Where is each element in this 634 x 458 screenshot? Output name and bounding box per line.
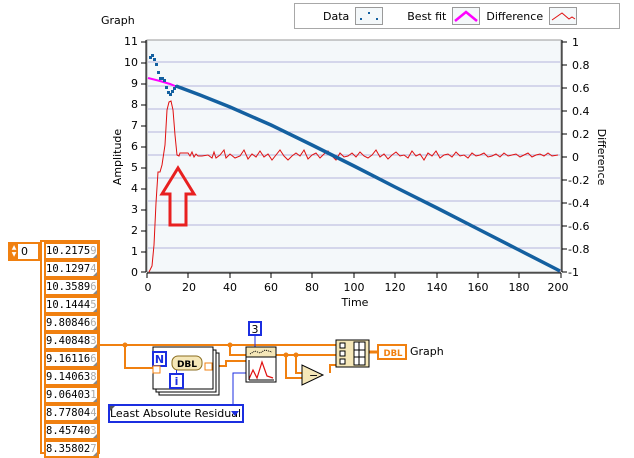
x-tick: 20 [182, 281, 196, 294]
y-tick: 2 [131, 224, 138, 237]
x-tick: 60 [264, 281, 278, 294]
polynomial-fit-vi[interactable] [245, 346, 277, 383]
y-tick: 9 [131, 77, 138, 90]
array-element[interactable]: 10.21759 [44, 242, 99, 260]
array-element[interactable]: 9.140638 [44, 368, 99, 386]
subtract-node[interactable] [301, 364, 325, 386]
x-tick: 180 [509, 281, 530, 294]
y-tick: 4 [131, 182, 138, 195]
y2-tick: 0.6 [572, 82, 590, 95]
y2-tick: 1 [572, 36, 579, 49]
graph-terminal[interactable]: DBL [377, 344, 407, 360]
y2-tick: 0.8 [572, 59, 590, 72]
y-tick: 0 [131, 266, 138, 279]
graph-title: Graph [101, 14, 135, 27]
array-element[interactable]: 9.408483 [44, 332, 99, 350]
x-tick: 0 [145, 281, 152, 294]
x-tick: 140 [427, 281, 448, 294]
x-tick: 160 [468, 281, 489, 294]
legend-label: Data [323, 9, 350, 23]
array-element[interactable]: 9.161166 [44, 350, 99, 368]
y2-tick: -0.4 [568, 197, 589, 210]
y2-tick: -1 [568, 266, 579, 279]
y-axis-right-label: Difference [595, 129, 608, 186]
legend-item-data[interactable]: Data [323, 7, 384, 25]
polynomial-order-constant[interactable]: 3 [252, 323, 259, 336]
block-diagram[interactable]: N DBL i 3 − DBL [0, 310, 634, 450]
x-tick: 80 [305, 281, 319, 294]
array-index-control[interactable]: ▲ ▼ 0 [8, 242, 40, 261]
array-element[interactable]: 8.457403 [44, 422, 99, 440]
waveform-graph[interactable]: 0 1 2 3 4 5 6 7 8 9 10 11 -1 -0.8 -0.6 -… [0, 0, 634, 315]
y2-tick: 0.4 [572, 105, 590, 118]
dropdown-arrow-icon[interactable] [231, 411, 239, 416]
line-swatch-icon [452, 7, 481, 25]
fit-method-value: Least Absolute Residual [110, 407, 242, 420]
array-element[interactable]: 10.35896 [44, 278, 99, 296]
legend-item-difference[interactable]: Difference [486, 7, 578, 25]
y2-tick: 0 [572, 151, 579, 164]
data-points-trend [175, 84, 561, 273]
up-arrow-annotation-icon [159, 165, 197, 227]
y-tick: 6 [131, 140, 138, 153]
graph-terminal-label: Graph [410, 345, 444, 358]
y2-tick: 0.2 [572, 128, 590, 141]
fit-curve-icon [248, 360, 274, 380]
array-index-value: 0 [21, 245, 28, 258]
array-element[interactable]: 8.778044 [44, 404, 99, 422]
x-tick: 200 [548, 281, 569, 294]
points-swatch-icon [355, 7, 384, 25]
y-tick: 7 [131, 119, 138, 132]
to-double-node: DBL [177, 360, 197, 370]
iteration-terminal: i [175, 375, 179, 388]
x-tick: 100 [344, 281, 365, 294]
y2-tick: -0.6 [568, 220, 589, 233]
build-array-node[interactable] [335, 339, 370, 368]
array-element[interactable]: 10.12974 [44, 260, 99, 278]
graph-terminal-type: DBL [384, 349, 404, 359]
y-tick: 11 [124, 35, 138, 48]
legend-label: Best fit [407, 9, 447, 23]
loop-count-terminal: N [155, 353, 164, 366]
array-element[interactable]: 9.808466 [44, 314, 99, 332]
y-tick: 10 [124, 56, 138, 69]
legend-label: Difference [486, 9, 544, 23]
increment-decrement-icon[interactable]: ▲ ▼ [10, 244, 18, 259]
y-tick: 1 [131, 245, 138, 258]
x-axis-label: Time [341, 296, 369, 309]
y2-tick: -0.2 [568, 174, 589, 187]
data-points [149, 54, 178, 96]
y-axis-left-label: Amplitude [111, 129, 124, 186]
y-tick: 5 [131, 161, 138, 174]
tunnel-in [152, 365, 161, 374]
tunnel-out [204, 362, 213, 371]
line-swatch-icon [549, 7, 578, 25]
y-tick: 8 [131, 98, 138, 111]
for-loop[interactable]: N DBL i [152, 346, 220, 396]
x-tick: 40 [223, 281, 237, 294]
y2-tick: -0.8 [568, 243, 589, 256]
fit-method-dropdown[interactable]: Least Absolute Residual [108, 404, 244, 423]
x-tick: 120 [385, 281, 406, 294]
array-element[interactable]: 10.14445 [44, 296, 99, 314]
legend-item-best-fit[interactable]: Best fit [407, 7, 481, 25]
subtract-symbol: − [309, 369, 318, 382]
data-array[interactable]: 10.21759 10.12974 10.35896 10.14445 9.80… [40, 240, 100, 458]
plot-legend[interactable]: Data Best fit Difference [294, 3, 620, 29]
array-element[interactable]: 9.064031 [44, 386, 99, 404]
y-tick: 3 [131, 203, 138, 216]
